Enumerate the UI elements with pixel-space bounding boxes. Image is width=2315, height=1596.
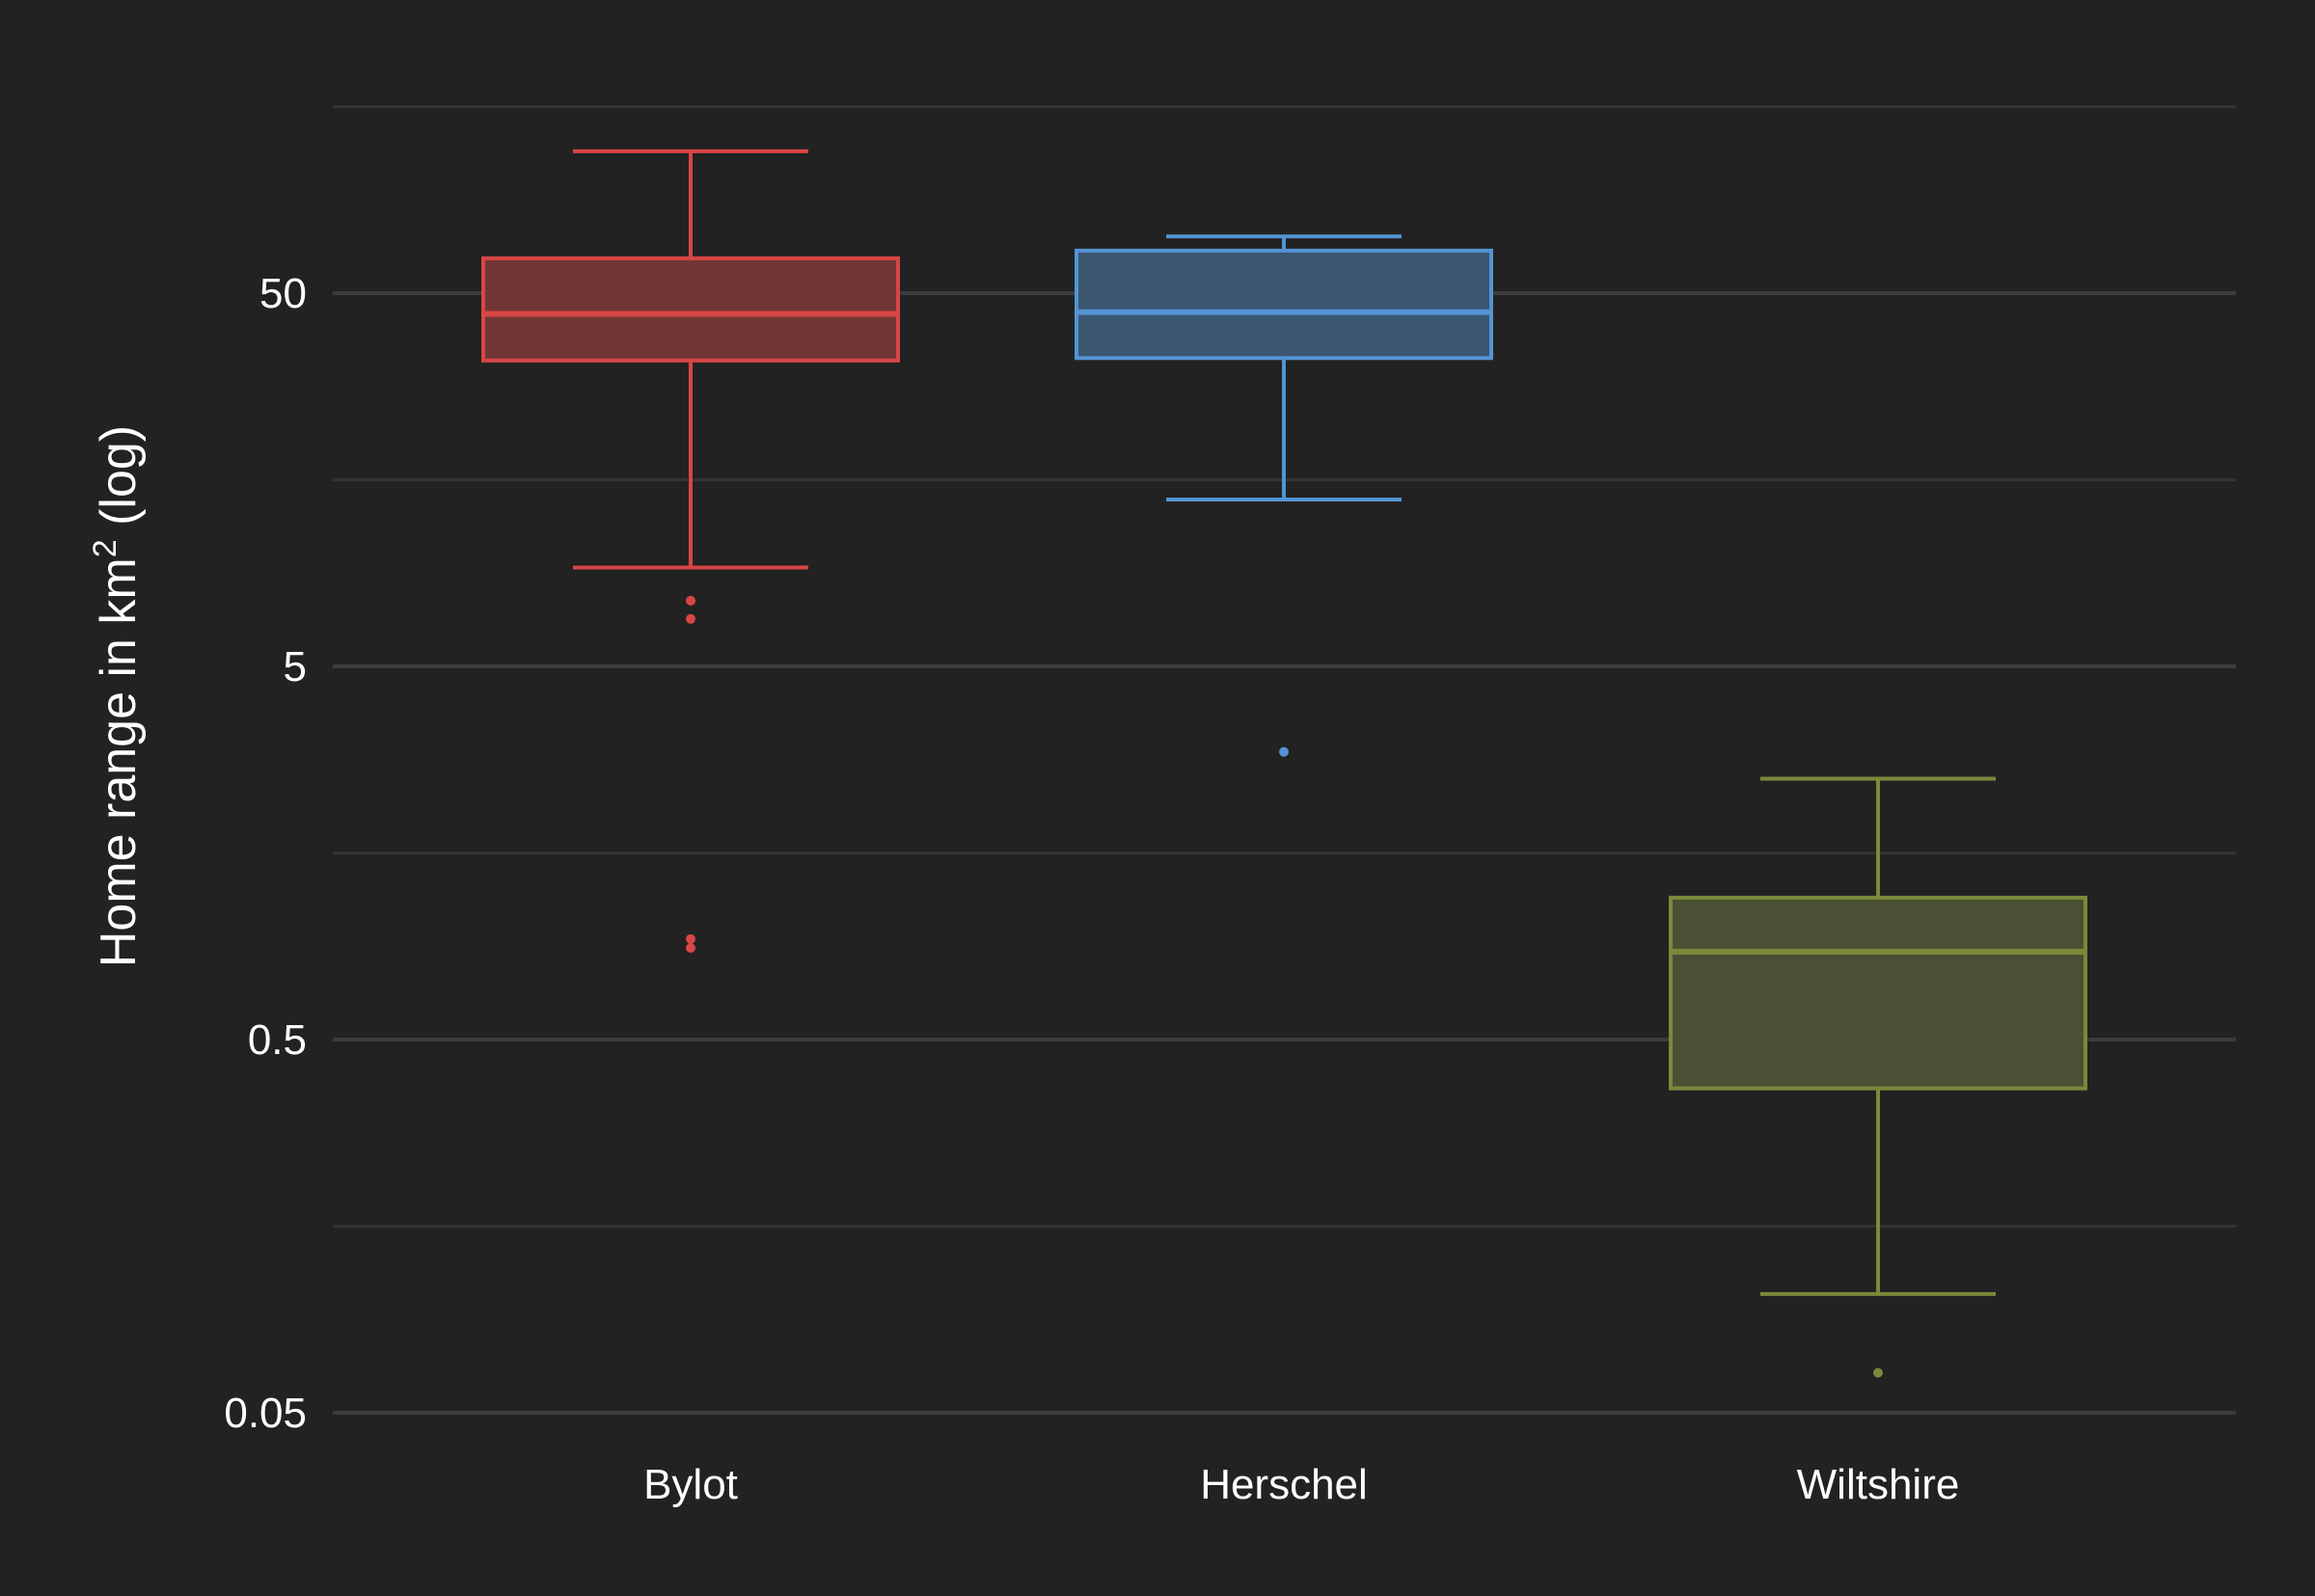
box-wiltshire — [1669, 776, 2087, 1378]
outlier-point — [686, 933, 695, 944]
y-tick-label: 0.5 — [248, 1016, 307, 1064]
outlier-point — [686, 613, 695, 624]
outlier-point — [686, 942, 695, 953]
y-axis-title-suffix: (log) — [91, 425, 147, 539]
x-tick-label: Bylot — [643, 1461, 738, 1508]
box-bylot — [481, 149, 900, 953]
axis-layer: 0.05 0.5 5 50 Bylot Herschel Wiltshire — [224, 270, 1959, 1508]
y-tick-label: 50 — [259, 270, 307, 317]
y-tick-label: 5 — [284, 643, 307, 690]
box-layer — [481, 149, 2087, 1378]
x-tick-label: Wiltshire — [1797, 1461, 1960, 1508]
outlier-point — [686, 595, 695, 606]
grid-layer — [333, 105, 2236, 1415]
box-iqr — [481, 256, 900, 363]
outlier-point — [1873, 1367, 1883, 1378]
box-iqr — [1075, 248, 1493, 361]
x-tick-label: Herschel — [1200, 1461, 1368, 1508]
box-herschel — [1075, 234, 1493, 757]
y-axis-title-prefix: Home range in km — [91, 557, 147, 967]
y-axis-title-superscript: 2 — [87, 539, 123, 557]
outlier-point — [1279, 746, 1289, 757]
y-tick-label: 0.05 — [224, 1390, 307, 1437]
y-axis-title: Home range in km2 (log) — [87, 425, 147, 967]
box-iqr — [1669, 895, 2087, 1091]
